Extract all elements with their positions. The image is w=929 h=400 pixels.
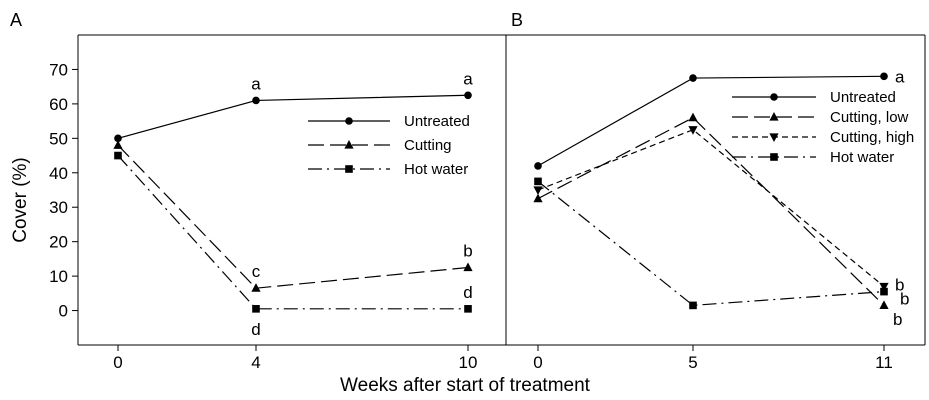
- y-tick-label: 0: [59, 302, 68, 321]
- y-tick-label: 40: [49, 164, 68, 183]
- data-point: [251, 283, 261, 292]
- series-line: [117, 155, 468, 310]
- annotation-label: d: [463, 283, 472, 302]
- data-point: [688, 126, 698, 135]
- data-point: [464, 91, 472, 100]
- data-point: [114, 134, 122, 143]
- x-tick-label: 4: [251, 353, 260, 372]
- legend-marker: [769, 133, 779, 142]
- data-point: [533, 186, 543, 195]
- data-point: [879, 300, 889, 309]
- y-tick-label: 30: [49, 198, 68, 217]
- legend-label: Cutting, low: [830, 109, 909, 126]
- annotation-label: d: [251, 320, 260, 339]
- y-tick-label: 10: [49, 267, 68, 286]
- y-tick-label: 50: [49, 129, 68, 148]
- legend-label: Hot water: [404, 161, 468, 178]
- x-tick-label: 0: [533, 353, 542, 372]
- series-line: [537, 116, 885, 306]
- data-point: [689, 74, 697, 82]
- y-tick-label: 60: [49, 95, 68, 114]
- y-tick-label: 20: [49, 233, 68, 252]
- legend-label: Cutting, high: [830, 129, 914, 146]
- legend-label: Untreated: [830, 89, 896, 106]
- x-tick-label: 5: [688, 353, 697, 372]
- data-point: [534, 162, 542, 170]
- panel-label-b: B: [511, 10, 523, 30]
- data-point: [114, 151, 122, 160]
- panel-label-a: A: [10, 10, 22, 30]
- x-tick-label: 0: [113, 353, 122, 372]
- panel-a-plot: 0 10 20 30 40 50 60 70 0 4 10 Untreated Cutting Hot w…: [49, 34, 507, 372]
- annotation-label: a: [895, 67, 905, 86]
- data-point: [533, 193, 543, 203]
- y-axis-label: Cover (%): [10, 157, 31, 243]
- annotation-label: a: [463, 69, 473, 88]
- y-tick-label: 70: [49, 60, 68, 79]
- data-point: [252, 96, 260, 105]
- x-tick-label: 11: [875, 353, 893, 372]
- data-point: [252, 305, 260, 313]
- legend-label: Hot water: [830, 149, 894, 166]
- legend-marker: [344, 140, 354, 149]
- x-tick-label: 10: [459, 353, 478, 372]
- annotation-label: b: [463, 242, 472, 261]
- annotation-label: c: [252, 262, 261, 281]
- annotation-label: a: [251, 74, 261, 93]
- x-axis-label: Weeks after start of treatment: [340, 375, 591, 396]
- annotation-label: b: [900, 290, 909, 309]
- data-point: [464, 305, 472, 313]
- data-point: [688, 112, 698, 122]
- series-line: [537, 129, 885, 287]
- legend-marker: [770, 153, 778, 161]
- panel-b-plot: 0 5 11 Untreated Cutting, low Cutting, high Ho…: [506, 34, 926, 372]
- data-point: [113, 140, 123, 149]
- annotation-label: b: [895, 276, 904, 295]
- data-point: [880, 72, 888, 81]
- data-point: [463, 262, 473, 272]
- data-point: [689, 301, 697, 310]
- legend-marker: [345, 117, 353, 125]
- data-point: [879, 282, 889, 292]
- annotation-label: b: [893, 310, 902, 329]
- legend-marker: [770, 93, 778, 101]
- legend-label: Untreated: [404, 113, 470, 130]
- legend-label: Cutting: [404, 137, 452, 154]
- data-point: [534, 177, 542, 186]
- legend-marker: [345, 165, 353, 173]
- data-point: [880, 287, 888, 296]
- legend-marker: [769, 112, 779, 121]
